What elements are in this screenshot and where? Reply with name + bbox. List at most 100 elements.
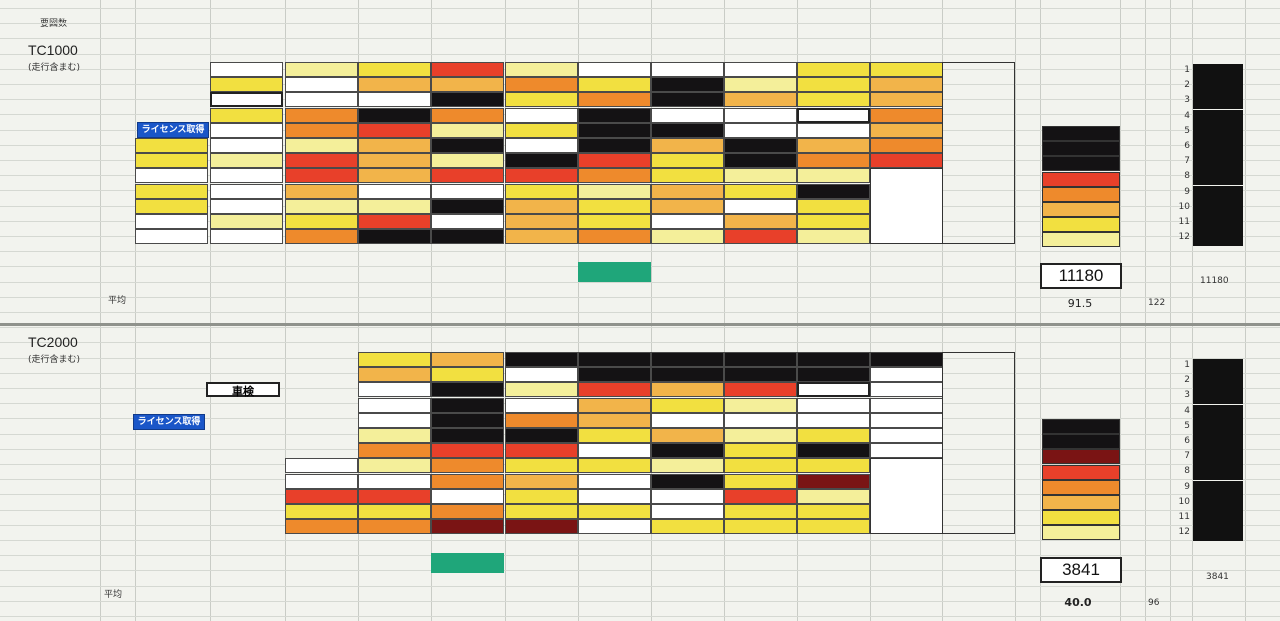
tc1000-cell <box>285 183 358 199</box>
tc1000-cell <box>505 183 578 199</box>
tc1000-cell <box>651 183 724 199</box>
tc2000-grand-total: 3841 <box>1040 557 1122 583</box>
grid-vline <box>431 0 432 621</box>
grid-hline <box>0 23 1280 25</box>
tc1000-cell <box>135 229 208 245</box>
tc1000-cell <box>210 229 283 245</box>
tc1000-cell <box>431 168 504 184</box>
tc1000-cell <box>358 62 431 77</box>
tc2000-cell <box>431 352 504 367</box>
tc1000-right-total <box>1193 124 1243 140</box>
tc2000-right-total <box>1193 450 1243 466</box>
tc2000-cell <box>797 382 870 398</box>
tc1000-cell <box>285 77 358 93</box>
tc1000-cell <box>285 92 358 108</box>
tc1000-cell <box>285 168 358 184</box>
tc2000-cell <box>870 428 943 443</box>
tc1000-cell <box>578 92 651 108</box>
tc2000-license-badge: ライセンス取得 <box>133 414 205 430</box>
tc1000-right-rownum: 3 <box>1184 95 1190 106</box>
tc2000-avg-label: 平均 <box>104 590 123 600</box>
tc2000-cell <box>358 428 431 443</box>
tc2000-cell <box>431 412 504 428</box>
tc2000-right-sum: 3841 <box>1206 572 1229 582</box>
tc1000-cell <box>651 214 724 229</box>
tc1000-cell <box>358 168 431 184</box>
tc1000-cell <box>210 138 283 153</box>
tc2000-total <box>431 553 504 573</box>
tc2000-cell <box>797 443 870 459</box>
grid-hline <box>0 570 1280 572</box>
tc2000-legend-item <box>1042 434 1120 450</box>
tc2000-cell <box>651 504 724 519</box>
tc2000-cell <box>724 458 797 474</box>
tc1000-cell <box>651 92 724 108</box>
tc1000-legend-item <box>1042 217 1120 233</box>
grid-hline <box>0 342 1280 344</box>
tc2000-right-rownum: 10 <box>1178 496 1190 507</box>
tc2000-cell <box>651 367 724 383</box>
tc2000-cell <box>358 412 431 428</box>
tc1000-cell <box>135 198 208 214</box>
tc2000-cell <box>505 412 578 428</box>
tc2000-legend-item <box>1042 510 1120 526</box>
tc1000-right-total <box>1193 200 1243 216</box>
tc1000-cell <box>651 138 724 153</box>
tc1000-right-rownum: 9 <box>1184 186 1190 197</box>
tc1000-cell <box>135 183 208 199</box>
tc1000-empty-2022 <box>870 168 943 245</box>
tc1000-right-rownum: 7 <box>1184 156 1190 167</box>
tc2000-cell <box>797 473 870 489</box>
tc2000-right-rownum: 11 <box>1178 512 1190 522</box>
tc2000-shaken-box: 車検 <box>206 382 280 398</box>
tc2000-right-total <box>1193 495 1243 511</box>
tc1000-cell <box>651 229 724 245</box>
tc1000-cell <box>210 122 283 138</box>
tc2000-cell <box>358 458 431 474</box>
tc2000-right-rownum: 2 <box>1184 375 1190 386</box>
tc2000-cell <box>431 504 504 519</box>
tc1000-cell <box>285 153 358 169</box>
tc2000-cell <box>724 367 797 383</box>
tc2000-cell <box>578 428 651 443</box>
tc1000-empty-2023 <box>942 62 1015 245</box>
tc1000-cell <box>724 122 797 138</box>
tc2000-avg-q: 40.0 <box>1064 596 1092 609</box>
tc2000-cell <box>724 382 797 398</box>
tc1000-cell <box>724 153 797 169</box>
tc1000-cell <box>578 122 651 138</box>
grid-hline <box>0 312 1280 313</box>
tc1000-right-total <box>1193 170 1243 186</box>
tc1000-cell <box>285 229 358 245</box>
tc2000-cell <box>724 504 797 519</box>
tc2000-right-total <box>1193 435 1243 450</box>
tc2000-cell <box>724 519 797 535</box>
tc1000-cell <box>135 138 208 153</box>
tc1000-subtitle: (走行含まむ) <box>28 63 81 73</box>
tc2000-legend-item <box>1042 419 1120 434</box>
tc2000-cell <box>505 488 578 504</box>
tc2000-cell <box>578 504 651 519</box>
tc1000-cell <box>870 153 943 169</box>
tc2000-cell <box>505 367 578 383</box>
tc1000-right-rownum: 5 <box>1184 125 1190 136</box>
tc1000-license-badge: ライセンス取得 <box>137 122 209 138</box>
tc2000-cell <box>870 352 943 367</box>
tc2000-cell <box>505 473 578 489</box>
grid-hline <box>0 327 1280 329</box>
tc2000-cell <box>651 458 724 474</box>
tc2000-cell <box>431 367 504 383</box>
tc2000-cell <box>505 458 578 474</box>
tc1000-cell <box>505 92 578 108</box>
tc2000-cell <box>651 382 724 398</box>
tc2000-cell <box>724 488 797 504</box>
tc2000-cell <box>578 397 651 413</box>
tc2000-right-rownum: 8 <box>1184 466 1190 477</box>
tc2000-legend-item <box>1042 464 1120 480</box>
tc2000-cell <box>505 428 578 443</box>
tc1000-cell <box>358 138 431 153</box>
tc1000-cell <box>578 138 651 153</box>
tc1000-cell <box>870 77 943 93</box>
tc2000-cell <box>797 397 870 413</box>
